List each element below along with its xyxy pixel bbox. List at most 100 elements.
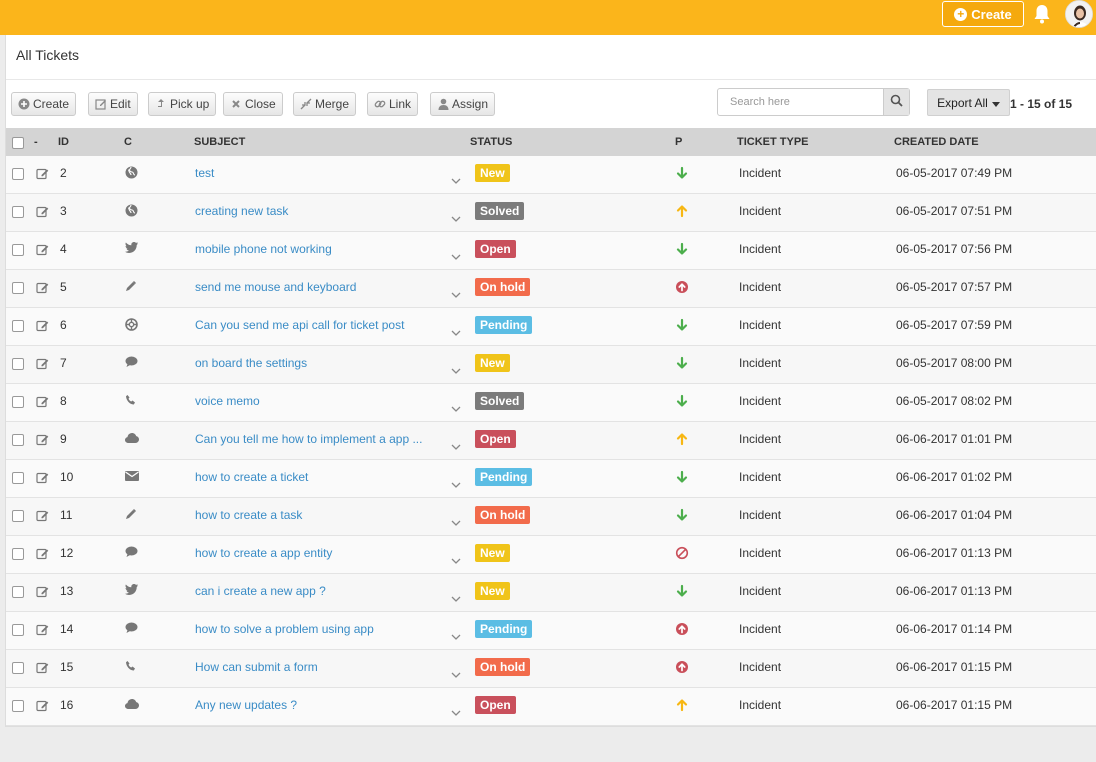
row-checkbox[interactable] (12, 358, 24, 370)
table-row[interactable]: 15 How can submit a form On hold Incident 06… (6, 650, 1096, 688)
edit-button[interactable]: Edit (88, 92, 138, 116)
edit-icon[interactable] (36, 471, 50, 485)
table-row[interactable]: 14 how to solve a problem using app Pendin… (6, 612, 1096, 650)
edit-icon[interactable] (36, 357, 50, 371)
column-header-channel[interactable]: C (124, 136, 132, 148)
column-header-ticket-type[interactable]: TICKET TYPE (737, 136, 809, 148)
chevron-down-icon[interactable] (451, 478, 461, 488)
chevron-down-icon[interactable] (451, 326, 461, 336)
row-checkbox[interactable] (12, 624, 24, 636)
row-checkbox[interactable] (12, 320, 24, 332)
edit-icon[interactable] (36, 661, 50, 675)
chevron-down-icon[interactable] (451, 174, 461, 184)
ticket-subject-link[interactable]: voice memo (195, 394, 260, 408)
ticket-subject-link[interactable]: Can you send me api call for ticket post (195, 318, 405, 332)
row-checkbox[interactable] (12, 282, 24, 294)
pickup-button[interactable]: Pick up (148, 92, 217, 116)
row-checkbox[interactable] (12, 662, 24, 674)
select-all-checkbox[interactable] (12, 137, 24, 149)
edit-icon (95, 98, 107, 110)
ticket-subject-link[interactable]: how to create a task (195, 508, 303, 522)
ticket-subject-link[interactable]: send me mouse and keyboard (195, 280, 357, 294)
cloud-icon (125, 698, 139, 712)
table-row[interactable]: 3 creating new task Solved Incident 06-05-20… (6, 194, 1096, 232)
row-checkbox[interactable] (12, 206, 24, 218)
merge-button[interactable]: Merge (293, 92, 357, 116)
row-checkbox[interactable] (12, 168, 24, 180)
row-checkbox[interactable] (12, 434, 24, 446)
edit-icon[interactable] (36, 395, 50, 409)
chevron-down-icon[interactable] (451, 630, 461, 640)
edit-icon[interactable] (36, 205, 50, 219)
export-all-button[interactable]: Export All (927, 89, 1010, 116)
table-row[interactable]: 6 Can you send me api call for ticket pos… (6, 308, 1096, 346)
table-row[interactable]: 8 voice memo Solved Incident 06-05-2017 08:0… (6, 384, 1096, 422)
row-checkbox[interactable] (12, 472, 24, 484)
assign-button[interactable]: Assign (430, 92, 496, 116)
column-header-subject[interactable]: SUBJECT (194, 136, 246, 148)
column-header-created-date[interactable]: CREATED DATE (894, 136, 979, 148)
chevron-down-icon[interactable] (451, 440, 461, 450)
edit-icon[interactable] (36, 623, 50, 637)
column-header-id[interactable]: ID (58, 136, 69, 148)
table-row[interactable]: 12 how to create a app entity New Incident 0… (6, 536, 1096, 574)
row-checkbox[interactable] (12, 548, 24, 560)
ticket-id: 6 (60, 318, 67, 332)
edit-icon[interactable] (36, 585, 50, 599)
search-button[interactable] (883, 89, 909, 115)
edit-icon[interactable] (36, 547, 50, 561)
table-row[interactable]: 2 test New Incident 06-05-2017 07:49 PM (6, 156, 1096, 194)
ticket-subject-link[interactable]: mobile phone not working (195, 242, 332, 256)
row-checkbox[interactable] (12, 510, 24, 522)
ticket-subject-link[interactable]: How can submit a form (195, 660, 318, 674)
ticket-subject-link[interactable]: on board the settings (195, 356, 308, 370)
search-input[interactable] (718, 89, 883, 115)
table-row[interactable]: 5 send me mouse and keyboard On hold Incide… (6, 270, 1096, 308)
header-create-button[interactable]: + Create (942, 1, 1024, 27)
table-row[interactable]: 13 can i create a new app ? New Incident 06-… (6, 574, 1096, 612)
ticket-subject-link[interactable]: how to solve a problem using app (195, 622, 374, 636)
column-header-status[interactable]: STATUS (470, 136, 513, 148)
table-row[interactable]: 10 how to create a ticket Pending Incident 0… (6, 460, 1096, 498)
edit-icon[interactable] (36, 167, 50, 181)
edit-icon[interactable] (36, 243, 50, 257)
notification-bell-icon[interactable] (1031, 3, 1053, 25)
edit-icon[interactable] (36, 433, 50, 447)
chevron-down-icon[interactable] (451, 668, 461, 678)
column-header-priority[interactable]: P (675, 136, 683, 148)
table-row[interactable]: 16 Any new updates ? Open Incident 06-06-201… (6, 688, 1096, 726)
chevron-down-icon[interactable] (451, 516, 461, 526)
ticket-subject-link[interactable]: creating new task (195, 204, 289, 218)
edit-icon[interactable] (36, 699, 50, 713)
chevron-down-icon[interactable] (451, 402, 461, 412)
table-row[interactable]: 11 how to create a task On hold Incident 06-… (6, 498, 1096, 536)
row-checkbox[interactable] (12, 244, 24, 256)
row-checkbox[interactable] (12, 396, 24, 408)
table-row[interactable]: 7 on board the settings New Incident 06-05-2… (6, 346, 1096, 384)
ticket-subject-link[interactable]: how to create a ticket (195, 470, 309, 484)
chevron-down-icon[interactable] (451, 250, 461, 260)
row-checkbox[interactable] (12, 586, 24, 598)
close-button[interactable]: Close (223, 92, 283, 116)
chevron-down-icon[interactable] (451, 288, 461, 298)
chevron-down-icon[interactable] (451, 554, 461, 564)
ticket-subject-link[interactable]: test (195, 166, 215, 180)
ticket-subject-link[interactable]: Can you tell me how to implement a app .… (195, 432, 423, 446)
table-row[interactable]: 4 mobile phone not working Open Incident 06-… (6, 232, 1096, 270)
ticket-subject-link[interactable]: how to create a app entity (195, 546, 333, 560)
ticket-subject-link[interactable]: can i create a new app ? (195, 584, 326, 598)
chevron-down-icon[interactable] (451, 364, 461, 374)
edit-icon[interactable] (36, 281, 50, 295)
edit-icon[interactable] (36, 319, 50, 333)
edit-icon[interactable] (36, 509, 50, 523)
chevron-down-icon[interactable] (451, 212, 461, 222)
chevron-down-icon[interactable] (451, 706, 461, 716)
user-avatar[interactable] (1065, 0, 1093, 28)
create-button[interactable]: Create (11, 92, 77, 116)
page-title: All Tickets (16, 47, 80, 63)
ticket-subject-link[interactable]: Any new updates ? (195, 698, 298, 712)
link-button[interactable]: Link (367, 92, 419, 116)
table-row[interactable]: 9 Can you tell me how to implement a app … (6, 422, 1096, 460)
row-checkbox[interactable] (12, 700, 24, 712)
chevron-down-icon[interactable] (451, 592, 461, 602)
